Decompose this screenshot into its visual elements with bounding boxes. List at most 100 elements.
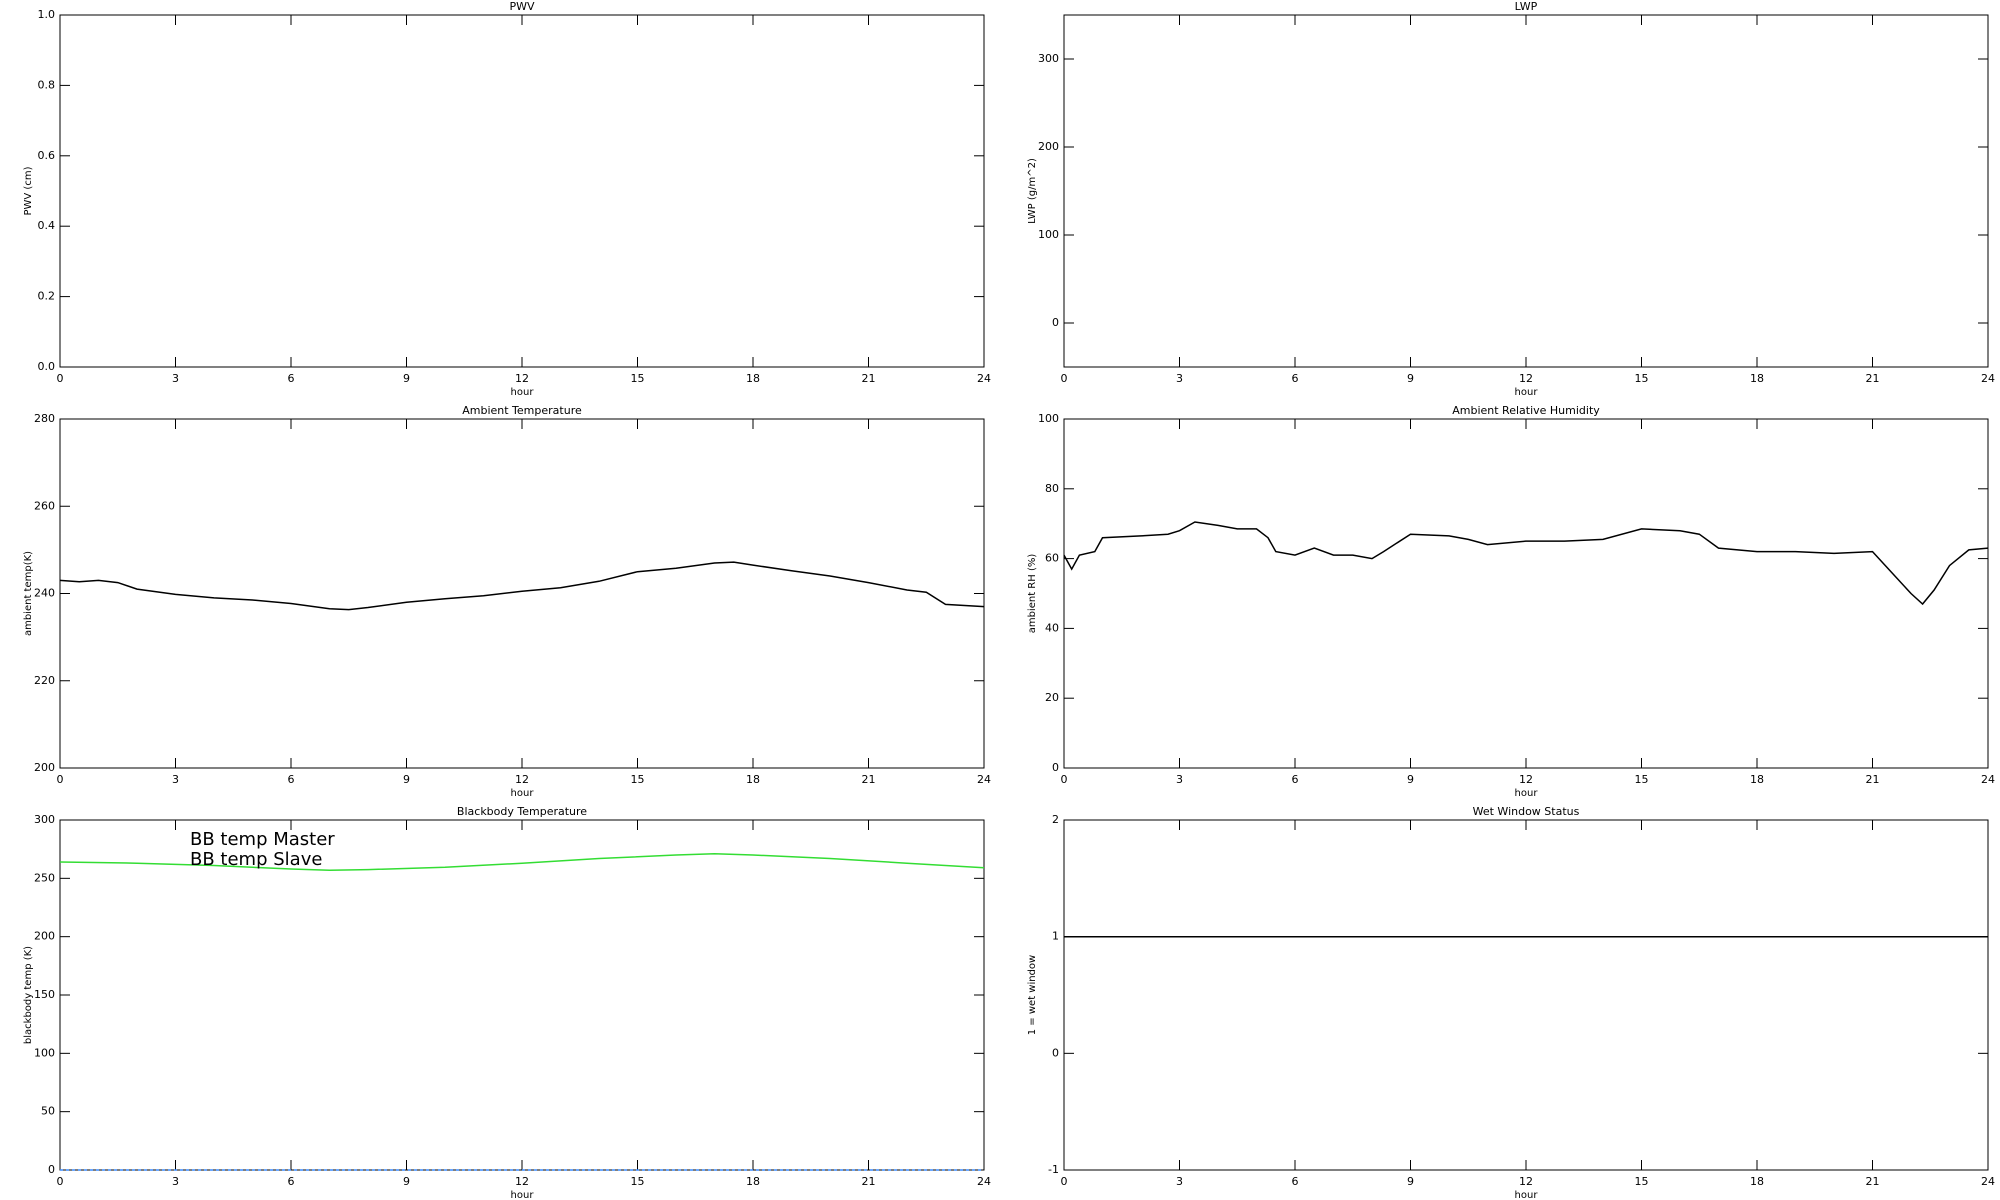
y-tick-label: 220 [34, 674, 55, 687]
x-axis-label: hour [1515, 387, 1539, 398]
x-tick-label: 18 [746, 773, 760, 786]
chart-title: Wet Window Status [1473, 805, 1580, 818]
y-tick-label: 0 [1052, 316, 1059, 329]
plot-frame [1063, 819, 1989, 1171]
y-tick-label: 60 [1045, 552, 1059, 565]
x-tick-label: 3 [1176, 773, 1183, 786]
y-tick-label: 240 [34, 587, 55, 600]
x-tick-label: 21 [1866, 773, 1880, 786]
x-tick-label: 6 [288, 1175, 295, 1188]
x-tick-label: 12 [1519, 773, 1533, 786]
x-tick-label: 6 [1292, 773, 1299, 786]
x-tick-label: 9 [403, 1175, 410, 1188]
plot-frame [59, 14, 985, 368]
x-tick-label: 9 [403, 372, 410, 385]
x-tick-label: 18 [1750, 773, 1764, 786]
x-tick-label: 15 [631, 773, 645, 786]
x-tick-label: 18 [746, 372, 760, 385]
legend-entry: BB temp Slave [190, 849, 322, 870]
y-tick-label: 150 [34, 988, 55, 1001]
x-tick-label: 24 [977, 773, 991, 786]
y-tick-label: 250 [34, 871, 55, 884]
x-tick-label: 18 [746, 1175, 760, 1188]
x-tick-label: 12 [515, 773, 529, 786]
x-tick-label: 3 [172, 1175, 179, 1188]
x-tick-label: 0 [57, 773, 64, 786]
y-axis-label: LWP (g/m^2) [1027, 158, 1038, 224]
x-tick-label: 24 [977, 1175, 991, 1188]
x-tick-label: 6 [1292, 1175, 1299, 1188]
y-axis-label: ambient RH (%) [1027, 554, 1038, 634]
y-tick-label: 200 [34, 930, 55, 943]
y-tick-label: 200 [34, 761, 55, 774]
x-tick-label: 24 [1981, 1175, 1995, 1188]
y-tick-label: 200 [1038, 140, 1059, 153]
x-tick-label: 9 [1407, 1175, 1414, 1188]
legend-entry: BB temp Master [190, 829, 335, 850]
x-axis-label: hour [511, 788, 535, 799]
x-tick-label: 21 [862, 1175, 876, 1188]
x-tick-label: 12 [1519, 1175, 1533, 1188]
x-tick-label: 21 [862, 372, 876, 385]
data-line [1063, 521, 1989, 606]
chart-title: Ambient Temperature [462, 404, 582, 417]
x-axis-label: hour [1515, 1190, 1539, 1200]
x-tick-label: 3 [172, 372, 179, 385]
y-tick-label: 300 [34, 813, 55, 826]
x-tick-label: 21 [862, 773, 876, 786]
x-tick-label: 3 [1176, 372, 1183, 385]
y-tick-label: 0.4 [38, 219, 56, 232]
y-axis-label: blackbody temp (K) [23, 946, 34, 1044]
y-tick-label: 1 [1052, 930, 1059, 943]
x-tick-label: 21 [1866, 372, 1880, 385]
x-tick-label: 0 [1061, 1175, 1068, 1188]
plot-frame [1063, 14, 1989, 368]
y-tick-label: 50 [41, 1105, 55, 1118]
y-tick-label: 280 [34, 412, 55, 425]
chart-title: Blackbody Temperature [457, 805, 587, 818]
x-tick-label: 9 [1407, 773, 1414, 786]
x-tick-label: 0 [1061, 773, 1068, 786]
y-tick-label: 100 [1038, 412, 1059, 425]
x-tick-label: 18 [1750, 372, 1764, 385]
y-tick-label: -1 [1048, 1163, 1059, 1176]
y-tick-label: 0 [1052, 1046, 1059, 1059]
y-tick-label: 40 [1045, 621, 1059, 634]
x-tick-label: 15 [631, 1175, 645, 1188]
x-tick-label: 24 [977, 372, 991, 385]
y-tick-label: 0.6 [38, 149, 56, 162]
chart-title: LWP [1515, 0, 1538, 13]
x-tick-label: 0 [57, 372, 64, 385]
y-tick-label: 0.0 [38, 360, 56, 373]
x-tick-label: 24 [1981, 372, 1995, 385]
data-line [59, 853, 985, 871]
y-tick-label: 260 [34, 499, 55, 512]
x-tick-label: 9 [1407, 372, 1414, 385]
x-tick-label: 3 [1176, 1175, 1183, 1188]
y-axis-label: PWV (cm) [23, 166, 34, 215]
y-tick-label: 2 [1052, 813, 1059, 826]
x-tick-label: 6 [288, 773, 295, 786]
y-tick-label: 0.8 [38, 78, 56, 91]
x-tick-label: 3 [172, 773, 179, 786]
plot-frame [1063, 418, 1989, 769]
y-axis-label: 1 = wet window [1027, 955, 1038, 1035]
plot-frame [59, 418, 985, 769]
x-tick-label: 12 [515, 1175, 529, 1188]
x-tick-label: 18 [1750, 1175, 1764, 1188]
x-axis-label: hour [511, 387, 535, 398]
x-tick-label: 6 [288, 372, 295, 385]
x-tick-label: 15 [1635, 1175, 1649, 1188]
y-tick-label: 100 [1038, 228, 1059, 241]
y-tick-label: 1.0 [38, 8, 56, 21]
x-tick-label: 0 [57, 1175, 64, 1188]
x-tick-label: 15 [1635, 372, 1649, 385]
y-tick-label: 100 [34, 1046, 55, 1059]
x-tick-label: 12 [515, 372, 529, 385]
x-tick-label: 15 [1635, 773, 1649, 786]
x-tick-label: 12 [1519, 372, 1533, 385]
x-tick-label: 9 [403, 773, 410, 786]
y-tick-label: 0 [48, 1163, 55, 1176]
chart-title: PWV [509, 0, 535, 13]
y-tick-label: 0 [1052, 761, 1059, 774]
